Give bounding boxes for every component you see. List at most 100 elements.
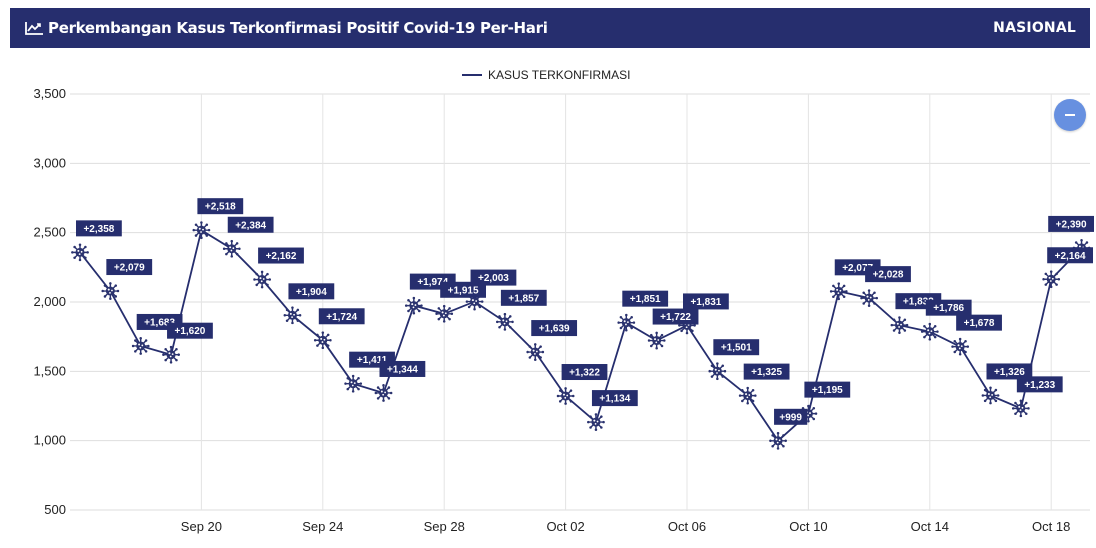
series-line	[79, 228, 1083, 443]
zoom-out-button[interactable]	[1054, 99, 1086, 131]
data-label-text: +1,851	[630, 294, 661, 305]
data-label: +1,786	[925, 299, 972, 316]
data-label: +1,857	[500, 289, 547, 306]
data-point-marker[interactable]	[920, 322, 939, 341]
legend-label[interactable]: KASUS TERKONFIRMASI	[488, 68, 630, 82]
y-tick-label: 1,500	[33, 363, 66, 378]
data-point-marker[interactable]	[253, 270, 272, 289]
data-label: +1,851	[622, 290, 669, 307]
chart-legend[interactable]: KASUS TERKONFIRMASI	[462, 68, 630, 82]
data-label: +1,620	[167, 322, 213, 339]
data-label: +1,501	[713, 339, 760, 356]
data-point-marker[interactable]	[1011, 399, 1030, 418]
data-label-box	[956, 314, 1002, 331]
data-point-marker[interactable]	[162, 345, 181, 364]
data-label-box	[500, 289, 547, 306]
x-tick-label: Oct 10	[789, 519, 827, 534]
data-label: +1,344	[379, 360, 426, 377]
data-point-marker[interactable]	[1042, 270, 1061, 289]
data-label-box	[561, 364, 608, 381]
data-point-marker[interactable]	[829, 282, 848, 301]
y-tick-label: 2,500	[33, 225, 66, 240]
data-label: +2,390	[1048, 215, 1094, 232]
y-tick-label: 2,000	[33, 294, 66, 309]
data-label: +2,358	[76, 220, 122, 237]
x-tick-label: Oct 14	[911, 519, 949, 534]
data-label-text: +2,358	[83, 224, 114, 235]
chart-axes: 500 1,000 1,500 2,000 2,500 3,000 3,500 Sep 20 S…	[33, 86, 1070, 534]
data-point-marker[interactable]	[222, 239, 241, 258]
data-point-marker[interactable]	[192, 221, 211, 240]
data-label-text: +2,390	[1056, 219, 1087, 230]
data-point-marker[interactable]	[283, 306, 302, 325]
line-chart-icon	[25, 22, 43, 35]
data-point-marker[interactable]	[951, 337, 970, 356]
data-label: +999	[774, 408, 808, 425]
data-label-box	[986, 363, 1033, 380]
data-label: +1,678	[956, 314, 1002, 331]
data-point-marker[interactable]	[981, 386, 1000, 405]
data-label-text: +2,384	[235, 220, 266, 231]
data-label-text: +1,411	[357, 355, 388, 366]
data-point-marker[interactable]	[404, 296, 423, 315]
data-label-text: +1,326	[994, 367, 1025, 378]
data-label-box	[1016, 376, 1063, 393]
data-label: +1,915	[440, 281, 486, 298]
data-label: +1,639	[531, 320, 578, 337]
data-point-marker[interactable]	[435, 304, 454, 323]
data-point-marker[interactable]	[131, 336, 150, 355]
chart-title: Perkembangan Kasus Terkonfirmasi Positif…	[48, 19, 548, 37]
data-point-marker[interactable]	[556, 387, 575, 406]
data-label-text: +999	[779, 412, 802, 423]
data-label: +1,325	[743, 363, 790, 380]
data-label-text: +1,724	[326, 312, 357, 323]
y-tick-label: 500	[44, 502, 66, 517]
data-label-box	[1048, 215, 1094, 232]
data-label-text: +1,915	[448, 285, 479, 296]
data-label-text: +1,786	[933, 303, 964, 314]
data-label: +1,322	[561, 364, 608, 381]
data-point-marker[interactable]	[374, 383, 393, 402]
data-label-text: +1,683	[144, 317, 175, 328]
x-tick-label: Oct 06	[668, 519, 706, 534]
data-label-text: +1,344	[387, 364, 418, 375]
data-label: +2,028	[865, 266, 911, 283]
data-point-marker[interactable]	[860, 289, 879, 308]
data-label-text: +1,620	[175, 326, 206, 337]
data-label-box	[531, 320, 578, 337]
data-label: +2,079	[106, 259, 153, 276]
data-point-marker[interactable]	[344, 374, 363, 393]
x-tick-label: Oct 18	[1032, 519, 1070, 534]
data-point-marker[interactable]	[313, 331, 332, 350]
data-label-box	[258, 247, 304, 264]
x-tick-label: Oct 02	[546, 519, 584, 534]
data-point-marker[interactable]	[101, 282, 120, 301]
chart-series	[71, 221, 1091, 450]
data-point-marker[interactable]	[708, 362, 727, 381]
data-label: +1,134	[591, 390, 638, 407]
data-label-box	[804, 381, 851, 398]
data-point-marker[interactable]	[495, 312, 514, 331]
data-label-box	[318, 308, 365, 325]
data-label-box	[227, 216, 274, 233]
data-label-box	[743, 363, 790, 380]
data-point-marker[interactable]	[647, 331, 666, 350]
data-label-text: +1,325	[751, 367, 782, 378]
data-label-text: +1,904	[296, 287, 327, 298]
data-point-marker[interactable]	[586, 413, 605, 432]
data-label-text: +1,134	[599, 394, 630, 405]
data-point-marker[interactable]	[617, 313, 636, 332]
data-label-text: +2,518	[205, 202, 236, 213]
data-point-marker[interactable]	[890, 316, 909, 335]
data-label-text: +2,162	[266, 251, 297, 262]
data-label-text: +2,079	[114, 263, 145, 274]
y-tick-label: 3,500	[33, 86, 66, 101]
data-label-text: +1,639	[539, 324, 570, 335]
data-point-marker[interactable]	[526, 343, 545, 362]
data-label-box	[683, 293, 729, 310]
data-point-marker[interactable]	[71, 243, 89, 262]
data-point-marker[interactable]	[738, 386, 757, 405]
data-point-marker[interactable]	[769, 431, 788, 450]
x-tick-label: Sep 28	[424, 519, 465, 534]
